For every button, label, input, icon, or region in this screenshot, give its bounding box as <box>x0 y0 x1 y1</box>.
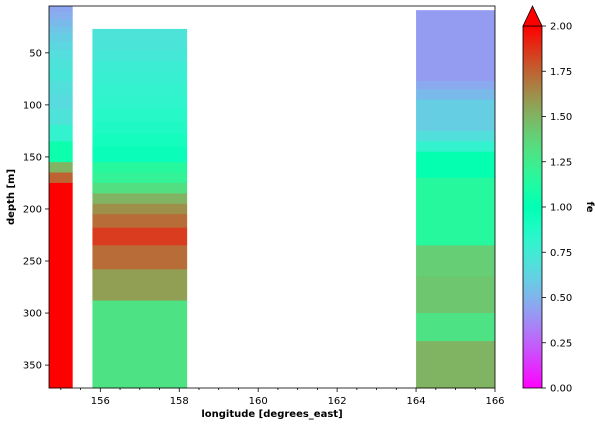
colorbar-tick-label: 0.25 <box>550 338 572 349</box>
data-cell-1-15 <box>92 203 188 215</box>
data-cell-0-6 <box>49 49 73 60</box>
data-cell-0-9 <box>49 80 73 95</box>
data-cell-0-13 <box>49 141 73 163</box>
data-cell-0-12 <box>49 124 73 142</box>
colorbar: 0.00 0.25 0.50 0.75 1.00 1.25 1.50 1.75 2.00 fe <box>522 5 595 395</box>
data-cell-2-8 <box>416 245 495 278</box>
data-cell-0-2 <box>49 19 73 28</box>
data-cell-1-8 <box>92 121 188 135</box>
data-cell-1-12 <box>92 172 188 184</box>
y-tick-label: 250 <box>23 257 42 268</box>
data-cell-1-18 <box>92 245 188 270</box>
data-cell-0-11 <box>49 109 73 126</box>
colorbar-tick-label: 1.00 <box>550 203 572 214</box>
x-tick-label: 158 <box>170 396 189 407</box>
data-cell-0-8 <box>49 69 73 82</box>
colorbar-tick-label: 0.50 <box>550 293 572 304</box>
data-cell-1-20 <box>92 300 188 389</box>
data-cell-1-16 <box>92 214 188 229</box>
colorbar-tick-label: 1.50 <box>550 112 572 123</box>
data-cell-2-3 <box>416 99 495 132</box>
colorbar-gradient <box>522 25 543 389</box>
data-cell-0-15 <box>49 172 73 184</box>
data-cell-0-3 <box>49 26 73 34</box>
data-cell-2-11 <box>416 341 495 389</box>
colorbar-tick-label: 0.75 <box>550 248 572 259</box>
data-cell-1-5 <box>92 84 188 97</box>
data-cell-1-3 <box>92 61 188 72</box>
y-tick-label: 100 <box>23 100 42 111</box>
data-cell-1-0 <box>92 28 188 41</box>
x-tick-label: 162 <box>328 396 347 407</box>
data-cell-0-10 <box>49 94 73 110</box>
colorbar-tick-label: 2.00 <box>550 22 572 33</box>
data-cell-1-7 <box>92 109 188 122</box>
data-cell-2-0 <box>416 10 495 82</box>
y-axis: 50 100 150 200 250 300 350 <box>23 48 49 372</box>
x-axis-label: longitude [degrees_east] <box>201 409 342 420</box>
data-cell-2-4 <box>416 130 495 142</box>
y-tick-label: 300 <box>23 309 42 320</box>
y-tick-label: 150 <box>23 152 42 163</box>
colorbar-tick-label: 0.00 <box>550 384 572 395</box>
data-cell-1-9 <box>92 134 188 147</box>
data-cell-0-5 <box>49 41 73 51</box>
data-cell-1-14 <box>92 193 188 205</box>
data-cell-1-13 <box>92 182 188 194</box>
x-tick-label: 164 <box>407 396 426 407</box>
data-cell-0-14 <box>49 162 73 173</box>
colorbar-ticks: 0.00 0.25 0.50 0.75 1.00 1.25 1.50 1.75 2.00 <box>542 22 572 395</box>
data-cell-2-10 <box>416 313 495 342</box>
data-cell-2-7 <box>416 177 495 246</box>
colorbar-extend-arrow <box>522 5 543 27</box>
data-cell-1-11 <box>92 162 188 173</box>
colorbar-tick-label: 1.25 <box>550 157 572 168</box>
data-cell-0-16 <box>49 182 73 389</box>
data-cell-2-5 <box>416 141 495 153</box>
data-cell-2-2 <box>416 89 495 101</box>
data-cell-0-1 <box>49 12 73 20</box>
plot-frame <box>48 5 496 389</box>
plot-cells <box>49 6 495 389</box>
y-tick-label: 50 <box>29 48 42 59</box>
data-cell-1-17 <box>92 227 188 246</box>
data-cell-1-1 <box>92 40 188 52</box>
x-tick-label: 156 <box>91 396 110 407</box>
data-cell-1-19 <box>92 269 188 301</box>
colorbar-label: fe <box>584 201 595 212</box>
data-cell-2-6 <box>416 151 495 179</box>
data-cell-0-4 <box>49 33 73 42</box>
data-cell-1-4 <box>92 71 188 85</box>
data-cell-1-10 <box>92 146 188 163</box>
x-axis: 156 158 160 162 164 166 <box>60 388 505 407</box>
data-cell-1-2 <box>92 50 188 62</box>
data-cell-1-6 <box>92 96 188 110</box>
y-tick-label: 200 <box>23 204 42 215</box>
data-cell-0-0 <box>49 6 73 13</box>
data-cell-2-9 <box>416 276 495 314</box>
colorbar-tick-label: 1.75 <box>550 67 572 78</box>
x-tick-label: 166 <box>485 396 504 407</box>
y-axis-label: depth [m] <box>6 169 17 225</box>
data-cell-2-1 <box>416 80 495 90</box>
data-cell-0-7 <box>49 59 73 70</box>
x-tick-label: 160 <box>249 396 268 407</box>
y-tick-label: 350 <box>23 361 42 372</box>
